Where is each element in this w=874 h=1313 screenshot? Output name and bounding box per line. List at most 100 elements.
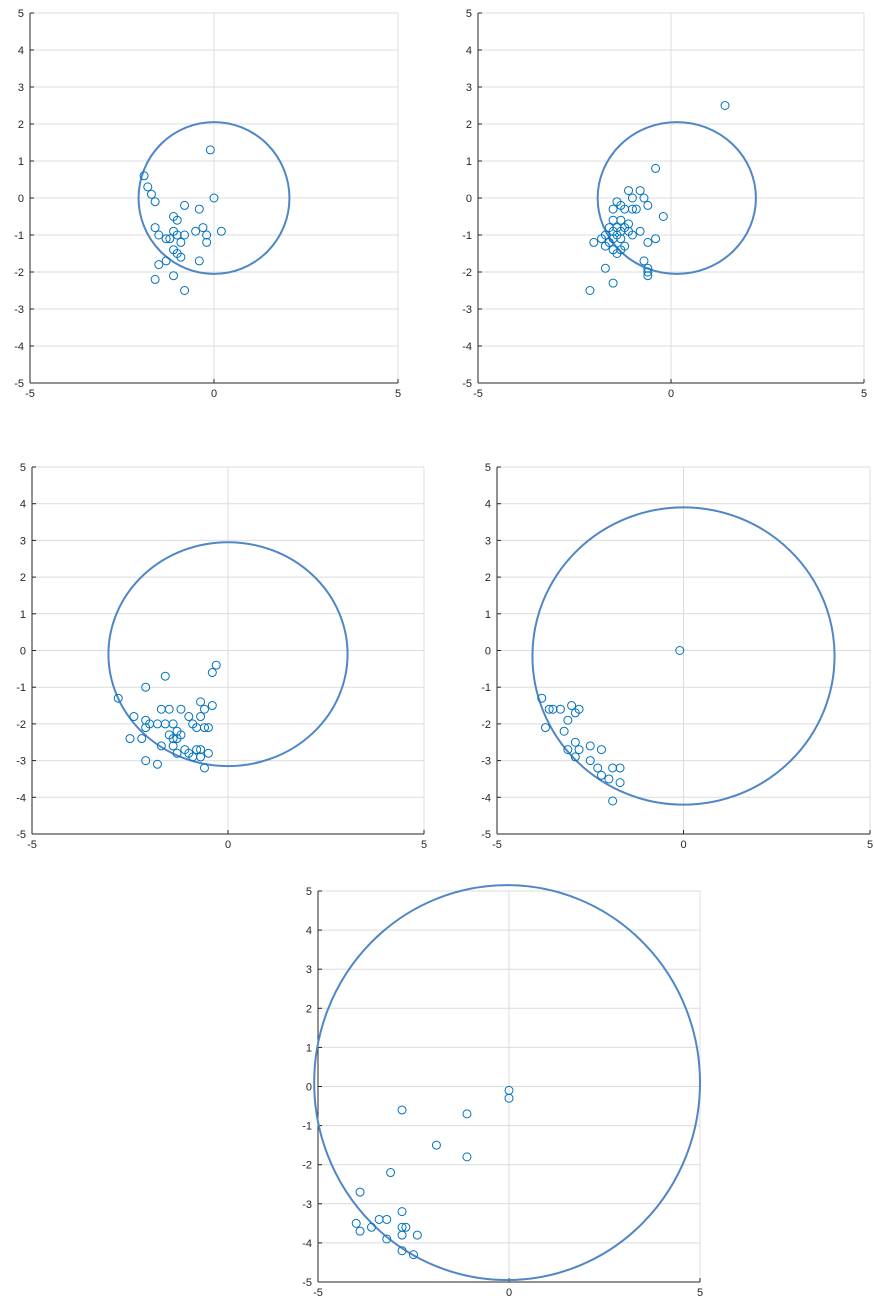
data-point [150,197,160,207]
data-point [627,204,637,214]
data-point [720,101,730,110]
data-point [207,701,217,711]
data-point [113,693,123,703]
data-point [176,704,186,714]
data-point [374,1214,384,1224]
y-tick-label: -5 [16,829,26,841]
data-point [355,1226,365,1236]
data-point [635,186,645,196]
data-point [397,1246,407,1256]
y-tick-label: -4 [14,341,24,353]
data-point [639,256,649,266]
data-point [504,1093,514,1103]
y-tick-label: 3 [18,82,24,94]
data-point [196,697,206,707]
data-point [570,752,580,762]
data-point [608,278,618,288]
y-tick-label: -5 [462,378,472,390]
boundary-circle [137,121,291,275]
boundary-circle [531,506,836,806]
data-point [397,1105,407,1115]
data-point [141,756,151,766]
data-point [156,741,166,751]
data-point [203,723,213,733]
data-point [172,230,182,240]
data-point [141,682,151,692]
y-tick-label: 2 [485,572,491,584]
data-point [643,263,653,273]
data-point [355,1187,365,1197]
data-point [196,712,206,722]
data-point [608,763,618,773]
data-point [366,1222,376,1232]
x-tick-label: -5 [492,839,502,851]
data-point [150,274,160,284]
data-point [563,715,573,725]
data-point [382,1234,392,1244]
data-point [168,734,178,744]
data-point [150,223,160,233]
x-tick-label: 0 [506,1287,512,1299]
y-tick-label: 0 [466,193,472,205]
data-point [194,256,204,266]
data-point [180,286,190,295]
y-tick-label: -2 [462,267,472,279]
data-point [160,671,170,681]
y-tick-label: -1 [302,1121,312,1133]
scatter-plot-5: -5 -4 -3 -2 -1 0 1 2 3 4 5 -5 0 5 [302,884,703,1299]
y-tick-label: 5 [18,8,24,20]
boundary-circle [107,541,349,768]
data-point [600,241,610,251]
x-tick-label: -5 [473,388,483,400]
data-point [585,756,595,766]
data-point [540,723,550,733]
y-tick-label: -2 [481,719,491,731]
y-tick-label: -1 [481,682,491,694]
data-point [589,237,599,247]
data-point [643,200,653,210]
y-tick-label: 5 [20,462,26,474]
y-tick-label: 0 [20,646,26,658]
data-point [615,778,625,788]
y-tick-label: -1 [462,230,472,242]
scatter-panel-1: -5 -4 -3 -2 -1 0 1 2 3 4 5 -5 0 5 [0,0,420,420]
data-point [156,704,166,714]
y-tick-label: -3 [462,304,472,316]
x-tick-label: 5 [395,388,401,400]
y-tick-label: 1 [18,156,24,168]
y-tick-label: 4 [306,925,312,937]
data-point [154,260,164,270]
data-point [141,723,151,733]
data-point [172,748,182,758]
x-tick-label: 0 [668,388,674,400]
data-point [544,704,554,714]
x-tick-label: -5 [313,1287,323,1299]
y-tick-label: -5 [481,829,491,841]
data-point [651,163,661,173]
y-tick-label: -4 [481,792,491,804]
data-point [199,723,209,733]
y-tick-label: 0 [306,1082,312,1094]
x-tick-label: 5 [421,839,427,851]
x-tick-label: -5 [27,839,37,851]
data-point [570,708,580,718]
y-tick-label: 4 [485,499,491,511]
data-point [409,1250,418,1260]
data-point [412,1230,422,1240]
y-tick-label: -1 [16,682,26,694]
data-point [184,712,194,722]
data-point [612,249,622,258]
data-point [202,237,212,247]
scatter-panel-3: -5 -4 -3 -2 -1 0 1 2 3 4 5 -5 0 5 [0,440,440,870]
data-point [627,193,637,203]
data-point [180,230,190,240]
scatter-plot-4: -5 -4 -3 -2 -1 0 1 2 3 4 5 -5 0 5 [481,462,873,851]
data-point [397,1207,407,1217]
data-point [431,1140,441,1150]
y-tick-label: -5 [302,1277,312,1289]
y-tick-label: -5 [14,378,24,390]
data-point [161,234,171,244]
data-point [616,215,626,225]
scatter-plot-3: -5 -4 -3 -2 -1 0 1 2 3 4 5 -5 0 5 [16,462,427,851]
data-point [180,200,190,210]
